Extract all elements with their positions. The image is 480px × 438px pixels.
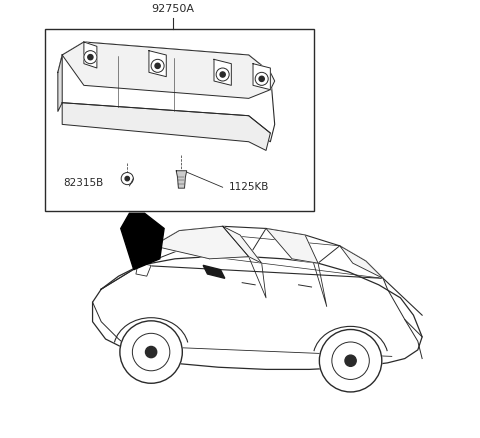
- Polygon shape: [340, 246, 383, 278]
- Circle shape: [216, 68, 229, 81]
- Circle shape: [145, 346, 157, 358]
- Polygon shape: [266, 229, 318, 263]
- Polygon shape: [84, 42, 97, 68]
- Polygon shape: [253, 64, 270, 90]
- Circle shape: [121, 173, 133, 185]
- Text: 1125KB: 1125KB: [229, 182, 270, 192]
- Polygon shape: [58, 42, 275, 142]
- Text: 92750A: 92750A: [151, 4, 194, 14]
- Circle shape: [120, 321, 182, 383]
- Polygon shape: [149, 51, 166, 77]
- Circle shape: [125, 177, 130, 181]
- Polygon shape: [121, 213, 164, 270]
- Polygon shape: [62, 102, 270, 150]
- Circle shape: [155, 63, 160, 68]
- Circle shape: [88, 55, 93, 60]
- Circle shape: [151, 59, 164, 72]
- Circle shape: [345, 355, 356, 366]
- Circle shape: [259, 76, 264, 81]
- Polygon shape: [214, 59, 231, 85]
- Polygon shape: [62, 42, 275, 99]
- Polygon shape: [223, 226, 262, 263]
- Circle shape: [255, 72, 268, 85]
- Polygon shape: [58, 55, 62, 111]
- Circle shape: [220, 72, 225, 77]
- Circle shape: [319, 329, 382, 392]
- Circle shape: [132, 333, 170, 371]
- Text: 82315B: 82315B: [63, 178, 103, 188]
- Circle shape: [332, 342, 369, 379]
- Polygon shape: [153, 226, 249, 259]
- Polygon shape: [93, 257, 422, 369]
- Bar: [45, 29, 314, 211]
- Polygon shape: [176, 171, 187, 188]
- Polygon shape: [203, 265, 225, 278]
- Polygon shape: [136, 263, 151, 276]
- Circle shape: [84, 51, 97, 64]
